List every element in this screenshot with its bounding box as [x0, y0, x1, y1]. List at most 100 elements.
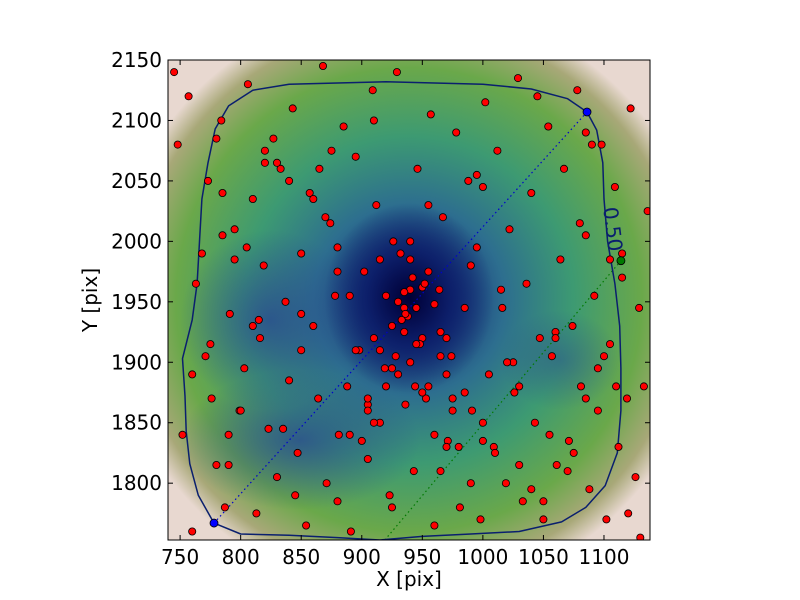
y-tick-label: 1850: [111, 411, 162, 435]
data-point: [333, 243, 342, 252]
data-point: [220, 503, 229, 512]
data-point: [293, 448, 302, 457]
data-point: [309, 194, 318, 203]
data-point: [285, 176, 294, 185]
data-point: [242, 243, 251, 252]
marker-blue-end: [582, 107, 592, 117]
data-point: [560, 164, 569, 173]
y-tick-label: 2150: [111, 48, 162, 72]
data-point: [276, 164, 285, 173]
data-point: [421, 394, 430, 403]
x-tick-label: 850: [282, 545, 320, 569]
data-point: [590, 291, 599, 300]
y-axis-label: Y [pix]: [78, 268, 102, 333]
data-point: [360, 267, 369, 276]
data-point: [454, 442, 463, 451]
data-point: [515, 460, 524, 469]
x-tick-label: 750: [161, 545, 199, 569]
data-point: [476, 515, 485, 524]
data-point: [236, 406, 245, 415]
data-point: [639, 382, 648, 391]
marker-blue-start: [209, 518, 219, 528]
data-point: [597, 140, 606, 149]
x-tick-label: 1000: [457, 545, 508, 569]
data-point: [314, 394, 323, 403]
data-point: [452, 128, 461, 137]
data-point: [343, 382, 352, 391]
data-point: [426, 110, 435, 119]
data-point: [218, 231, 227, 240]
data-point: [230, 255, 239, 264]
data-point: [380, 364, 389, 373]
data-point: [518, 497, 527, 506]
data-point: [396, 249, 405, 258]
special-markers: [209, 107, 626, 528]
data-point: [412, 340, 421, 349]
data-point: [339, 122, 348, 131]
data-point: [581, 128, 590, 137]
data-point: [472, 243, 481, 252]
y-tick-label: 1900: [111, 350, 162, 374]
data-point: [178, 430, 187, 439]
data-point: [321, 213, 330, 222]
data-point: [389, 237, 398, 246]
data-point: [173, 140, 182, 149]
data-point: [581, 231, 590, 240]
x-tick-label: 800: [222, 545, 260, 569]
data-point: [391, 352, 400, 361]
data-point: [418, 388, 427, 397]
data-point: [318, 62, 327, 71]
data-point: [587, 140, 596, 149]
data-point: [643, 207, 650, 216]
data-point: [455, 503, 464, 512]
data-point: [568, 321, 577, 330]
data-point: [401, 309, 410, 318]
data-point: [430, 430, 439, 439]
data-point: [184, 92, 193, 101]
data-point: [581, 394, 590, 403]
data-point: [448, 406, 457, 415]
data-point: [297, 346, 306, 355]
data-point: [260, 158, 269, 167]
data-point: [573, 86, 582, 95]
data-point: [636, 533, 645, 540]
data-point: [527, 485, 536, 494]
x-tick-label: 1050: [518, 545, 569, 569]
data-point: [201, 352, 210, 361]
x-tick-label: 950: [403, 545, 441, 569]
data-point: [206, 340, 215, 349]
data-point: [248, 194, 257, 203]
data-point: [496, 285, 505, 294]
data-point: [424, 267, 433, 276]
data-point: [394, 297, 403, 306]
data-point: [212, 134, 221, 143]
data-point: [481, 98, 490, 107]
data-point: [593, 364, 602, 373]
data-point: [397, 315, 406, 324]
data-point: [585, 485, 594, 494]
contour-label: 0.50: [598, 206, 627, 253]
data-point: [544, 122, 553, 131]
data-point: [351, 152, 360, 161]
data-point: [514, 74, 523, 83]
data-point: [345, 291, 354, 300]
density-blob-left: [180, 230, 360, 410]
data-point: [612, 382, 621, 391]
data-point: [478, 418, 487, 427]
data-point: [606, 255, 615, 264]
data-point: [369, 334, 378, 343]
data-point: [392, 68, 401, 77]
data-point: [406, 255, 415, 264]
data-point: [248, 321, 257, 330]
data-point: [505, 225, 514, 234]
plot-frame: [167, 59, 651, 541]
y-tick-label: 2050: [111, 169, 162, 193]
data-point: [309, 321, 318, 330]
data-point: [333, 267, 342, 276]
data-point: [218, 188, 227, 197]
data-point: [624, 509, 633, 518]
data-point: [466, 261, 475, 270]
data-point: [225, 309, 234, 318]
data-point: [240, 364, 249, 373]
